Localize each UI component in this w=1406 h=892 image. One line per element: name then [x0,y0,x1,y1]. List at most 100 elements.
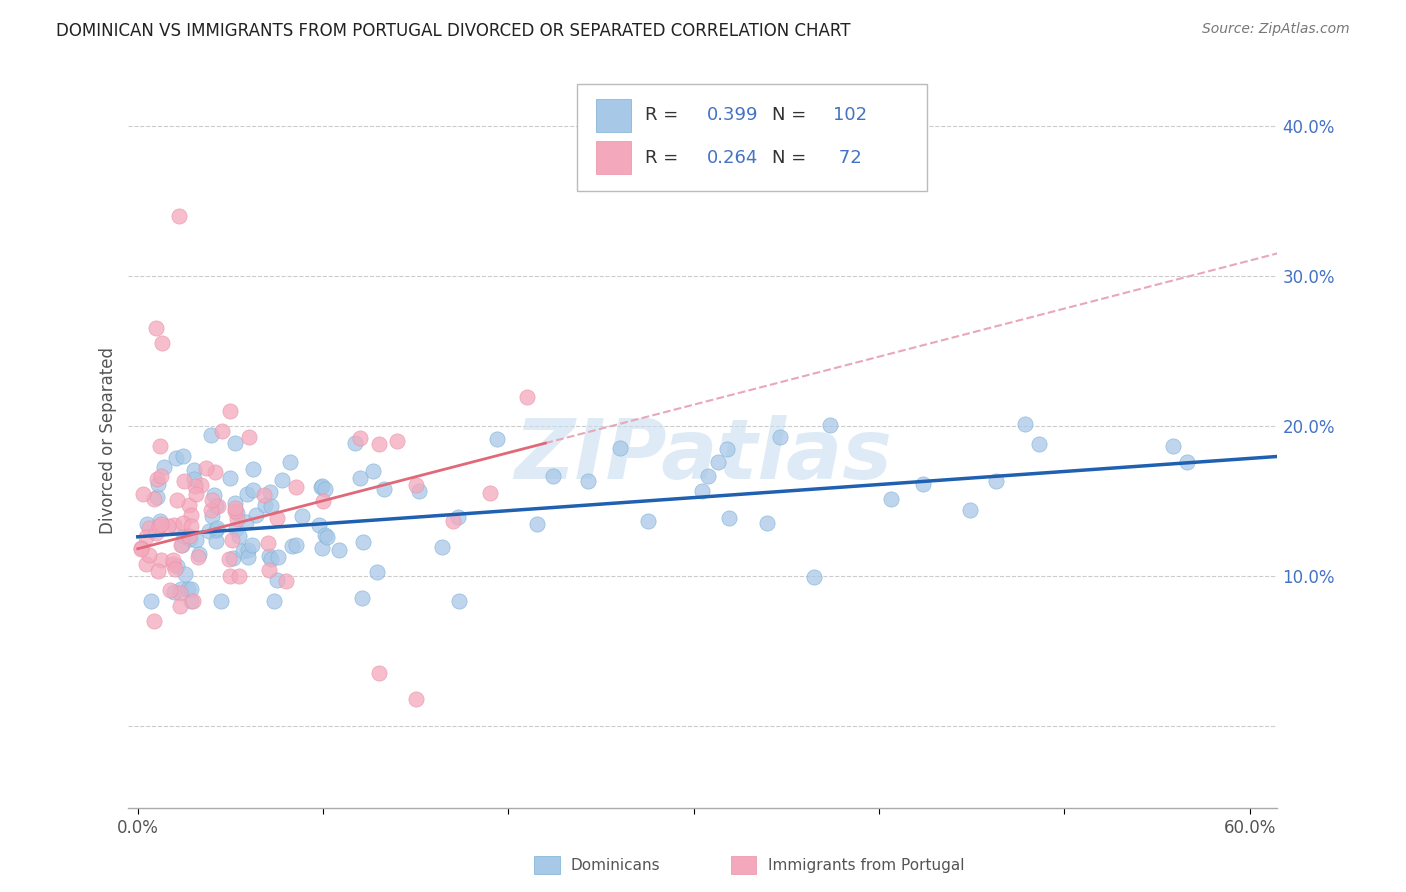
Point [149,553,172,567]
Point [184,479,207,493]
Point [172,516,194,530]
Point [183,593,205,607]
Text: DOMINICAN VS IMMIGRANTS FROM PORTUGAL DIVORCED OR SEPARATED CORRELATION CHART: DOMINICAN VS IMMIGRANTS FROM PORTUGAL DI… [56,22,851,40]
FancyBboxPatch shape [576,84,927,191]
Point [259,562,281,576]
Point [177,582,200,597]
Point [201,492,224,507]
Text: Immigrants from Portugal: Immigrants from Portugal [768,858,965,872]
Point [311,541,333,555]
Point [224,504,246,518]
Point [138,521,160,535]
Point [1028,437,1050,451]
Point [146,564,169,578]
Point [187,550,209,565]
Text: ZIPatlas: ZIPatlas [515,415,891,496]
Point [180,582,202,597]
Text: 102: 102 [832,106,868,124]
Point [441,514,464,528]
Point [706,455,728,469]
Point [138,548,160,562]
Point [238,429,260,443]
Point [576,475,599,489]
Point [173,474,195,488]
Point [205,534,228,549]
Point [328,543,350,558]
Point [166,451,188,466]
Point [263,594,285,608]
Text: 0.399: 0.399 [706,106,758,124]
Point [235,515,257,529]
Point [343,436,366,450]
Point [228,568,250,582]
Point [478,486,501,500]
Point [236,486,259,500]
Point [361,465,384,479]
Point [716,442,738,457]
Point [245,508,267,522]
Point [405,691,427,706]
Point [162,518,184,533]
Text: 72: 72 [832,149,862,167]
Point [266,573,288,587]
Point [173,567,195,582]
Point [1175,455,1198,469]
Point [177,498,200,512]
Point [260,552,283,566]
Point [260,499,283,513]
Point [163,561,186,575]
Point [267,549,290,564]
Point [803,570,825,584]
Point [224,500,246,515]
Point [190,477,212,491]
Point [209,594,232,608]
Point [274,574,297,588]
Point [166,559,188,574]
Point [349,471,371,485]
Point [880,492,903,507]
Text: R =: R = [645,149,685,167]
Point [352,534,374,549]
Point [228,529,250,543]
Point [150,336,173,351]
Point [205,520,228,534]
Point [224,435,246,450]
Point [204,465,226,479]
Point [202,488,225,502]
Point [257,536,280,550]
Point [186,487,208,501]
Point [183,462,205,476]
Point [609,441,631,455]
Point [205,499,228,513]
Point [818,417,841,432]
Point [240,538,263,552]
Point [516,390,538,404]
Point [218,552,240,566]
Point [146,476,169,491]
Point [143,492,166,507]
Point [221,533,243,547]
Point [167,209,190,223]
Point [446,509,468,524]
Point [254,498,277,512]
Point [242,462,264,476]
Point [769,430,792,444]
Point [172,450,194,464]
Point [159,582,181,597]
Point [148,519,170,533]
Text: N =: N = [772,106,811,124]
Point [150,469,173,483]
Point [281,539,304,553]
Point [179,532,201,546]
Point [156,519,179,533]
Y-axis label: Divorced or Separated: Divorced or Separated [100,347,117,534]
Point [222,550,245,565]
Point [756,516,779,530]
Point [131,541,153,555]
Point [219,471,242,485]
Point [149,439,172,453]
Point [205,524,228,538]
Point [200,503,222,517]
Point [408,483,430,498]
Point [145,526,167,541]
